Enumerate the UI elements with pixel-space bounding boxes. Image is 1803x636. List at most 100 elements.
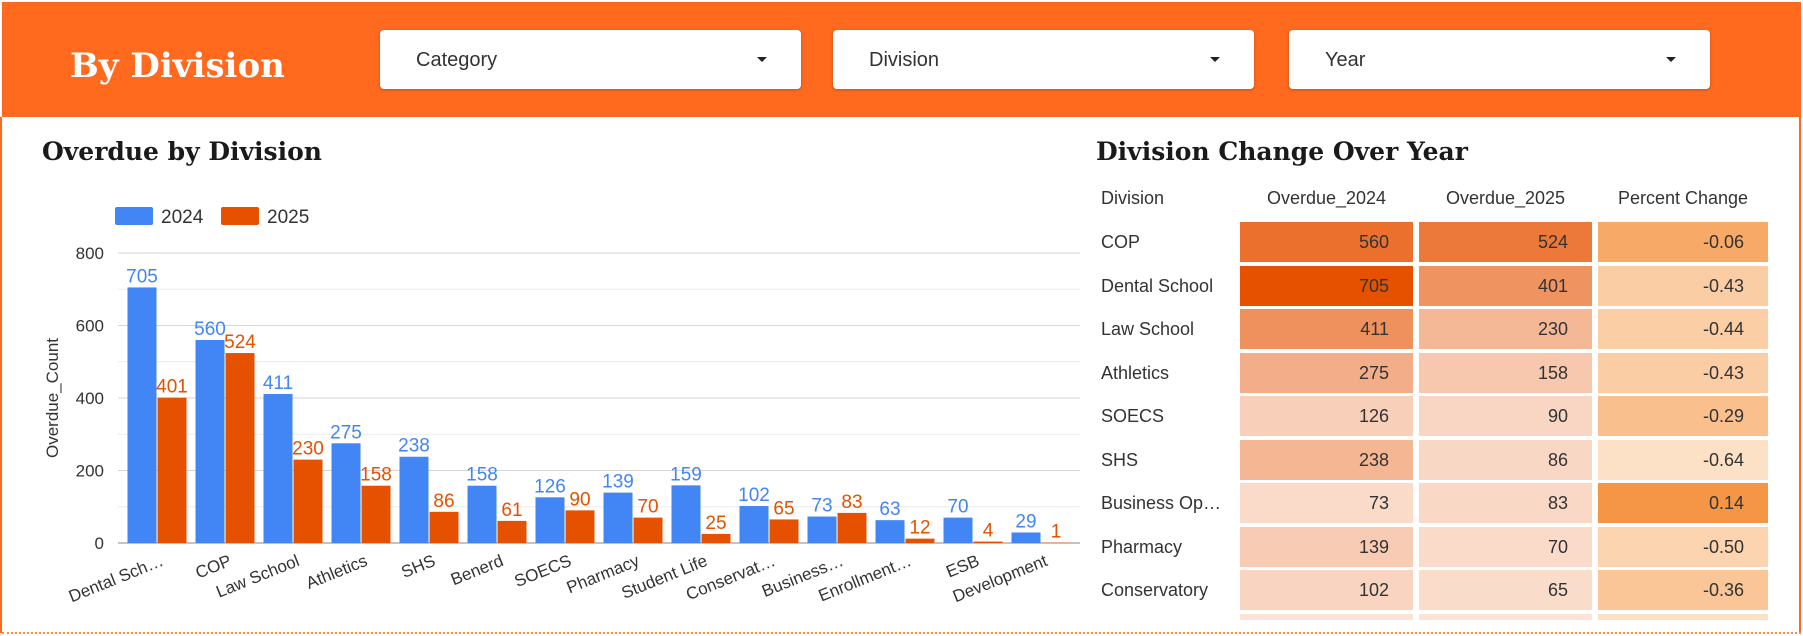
y-tick-label: 200 — [76, 462, 104, 481]
column-header: Percent Change — [1617, 188, 1749, 208]
bar-2024 — [1011, 532, 1041, 543]
page-header: By Division Category Division Year — [2, 2, 1801, 117]
bottom-divider — [2, 632, 1801, 634]
table-cell-overdue-2025: 70 — [1419, 526, 1592, 567]
y-tick-label: 0 — [95, 534, 104, 553]
bar-2025 — [225, 353, 255, 543]
table-cell-division: Dental School — [1101, 275, 1214, 296]
data-label-2024: 705 — [126, 266, 158, 287]
data-label-2024: 159 — [670, 464, 702, 485]
data-label-2024: 139 — [602, 472, 634, 493]
bar-2024 — [467, 485, 497, 543]
table-cell-overdue-2024: 73 — [1240, 483, 1413, 523]
x-tick-label: Athletics — [303, 551, 370, 593]
bar-2025 — [1041, 542, 1071, 544]
data-label-2025: 25 — [705, 513, 726, 534]
data-label-2024: 158 — [466, 465, 498, 486]
table-cell-overdue-2025: 90 — [1419, 396, 1592, 436]
data-label-2025: 158 — [360, 465, 392, 486]
x-tick-label: SHS — [398, 551, 438, 582]
bar-2024 — [875, 520, 905, 543]
table-cell-overdue-2025: 230 — [1419, 309, 1592, 349]
table-cell-overdue-2024: 139 — [1240, 526, 1413, 567]
bar-2025 — [905, 538, 935, 543]
bar-2025 — [973, 541, 1003, 543]
table-cell-overdue-2024: 411 — [1240, 309, 1413, 349]
bar-2024 — [195, 340, 225, 543]
data-label-2025: 1 — [1051, 522, 1062, 543]
year-filter-label: Year — [1325, 49, 1366, 71]
table-cell-percent-change: -0.06 — [1598, 222, 1768, 262]
table-title: Division Change Over Year — [1096, 137, 1468, 166]
bar-2025 — [429, 511, 459, 543]
bar-2024 — [127, 287, 157, 543]
legend-swatch-2025 — [221, 207, 259, 225]
data-label-2024: 560 — [194, 319, 226, 340]
table-cell-overdue-2024: 560 — [1240, 222, 1413, 262]
data-label-2025: 65 — [773, 498, 794, 519]
bar-2025 — [361, 485, 391, 543]
bar-2024 — [943, 517, 973, 543]
data-label-2025: 12 — [909, 518, 930, 539]
bar-2025 — [157, 397, 187, 543]
bar-2025 — [565, 510, 595, 543]
table-cell-division: Pharmacy — [1101, 536, 1183, 557]
division-filter-label: Division — [869, 49, 940, 71]
year-filter-dropdown[interactable]: Year — [1289, 30, 1710, 89]
bar-2024 — [535, 497, 565, 543]
data-label-2025: 4 — [983, 521, 994, 542]
table-cell-division: Business Op… — [1101, 493, 1222, 513]
table-cell-division: Law School — [1101, 319, 1195, 339]
table-cell-division: Athletics — [1101, 362, 1170, 383]
table-cell-overdue-2024: 238 — [1240, 439, 1413, 480]
bar-2025 — [769, 519, 799, 543]
chevron-down-icon — [1210, 57, 1220, 62]
bar-2024 — [739, 506, 769, 543]
data-label-2024: 63 — [879, 499, 900, 520]
data-label-2024: 70 — [947, 497, 968, 518]
data-label-2024: 102 — [738, 485, 770, 506]
x-tick-label: Benerd — [448, 551, 506, 589]
table-cell-percent-change: -0.43 — [1598, 352, 1768, 393]
column-header: Overdue_2025 — [1445, 188, 1566, 208]
bar-2025 — [701, 533, 731, 543]
x-tick-label: Dental Sch… — [66, 551, 166, 606]
data-label-2025: 61 — [501, 500, 522, 521]
table-cell-overdue-2025: 86 — [1419, 439, 1592, 480]
data-label-2024: 73 — [811, 496, 832, 517]
legend-label-2024: 2024 — [161, 207, 204, 228]
overdue-by-division-chart: 0 200 400 600 800 Overdue_Count 2024 2025 705 401… — [43, 207, 1080, 606]
data-label-2024: 238 — [398, 436, 430, 457]
legend-label-2025: 2025 — [267, 207, 309, 228]
category-filter-dropdown[interactable]: Category — [380, 30, 801, 89]
table-cell-percent-change: -0.36 — [1598, 570, 1768, 610]
y-tick-label: 600 — [76, 317, 104, 336]
chevron-down-icon — [757, 57, 767, 62]
data-label-2024: 29 — [1015, 511, 1036, 532]
data-label-2025: 524 — [224, 332, 256, 353]
table-row-partial — [1419, 613, 1592, 620]
bar-2025 — [837, 512, 867, 543]
page-title: By Division — [70, 46, 285, 86]
table-row-partial — [1240, 613, 1413, 620]
bar-2024 — [399, 456, 429, 543]
data-label-2025: 90 — [569, 489, 590, 510]
table-cell-overdue-2025: 524 — [1419, 222, 1592, 262]
data-label-2025: 86 — [433, 491, 454, 512]
y-tick-label: 800 — [76, 244, 104, 263]
bar-2024 — [807, 516, 837, 543]
y-axis-label: Overdue_Count — [43, 338, 62, 458]
table-cell-division: SHS — [1101, 449, 1139, 470]
dashboard-card — [0, 117, 1801, 633]
division-filter-dropdown[interactable]: Division — [833, 30, 1254, 89]
data-label-2025: 401 — [156, 377, 188, 398]
bar-2024 — [671, 485, 701, 543]
table-cell-overdue-2024: 102 — [1240, 570, 1413, 610]
table-cell-percent-change: -0.50 — [1598, 526, 1768, 567]
bar-2024 — [263, 394, 293, 543]
table-cell-overdue-2025: 65 — [1419, 570, 1592, 610]
column-header: Overdue_2024 — [1266, 188, 1387, 208]
table-cell-overdue-2024: 275 — [1240, 352, 1413, 393]
data-label-2024: 126 — [534, 476, 566, 497]
table-cell-division: Conservatory — [1101, 580, 1209, 600]
